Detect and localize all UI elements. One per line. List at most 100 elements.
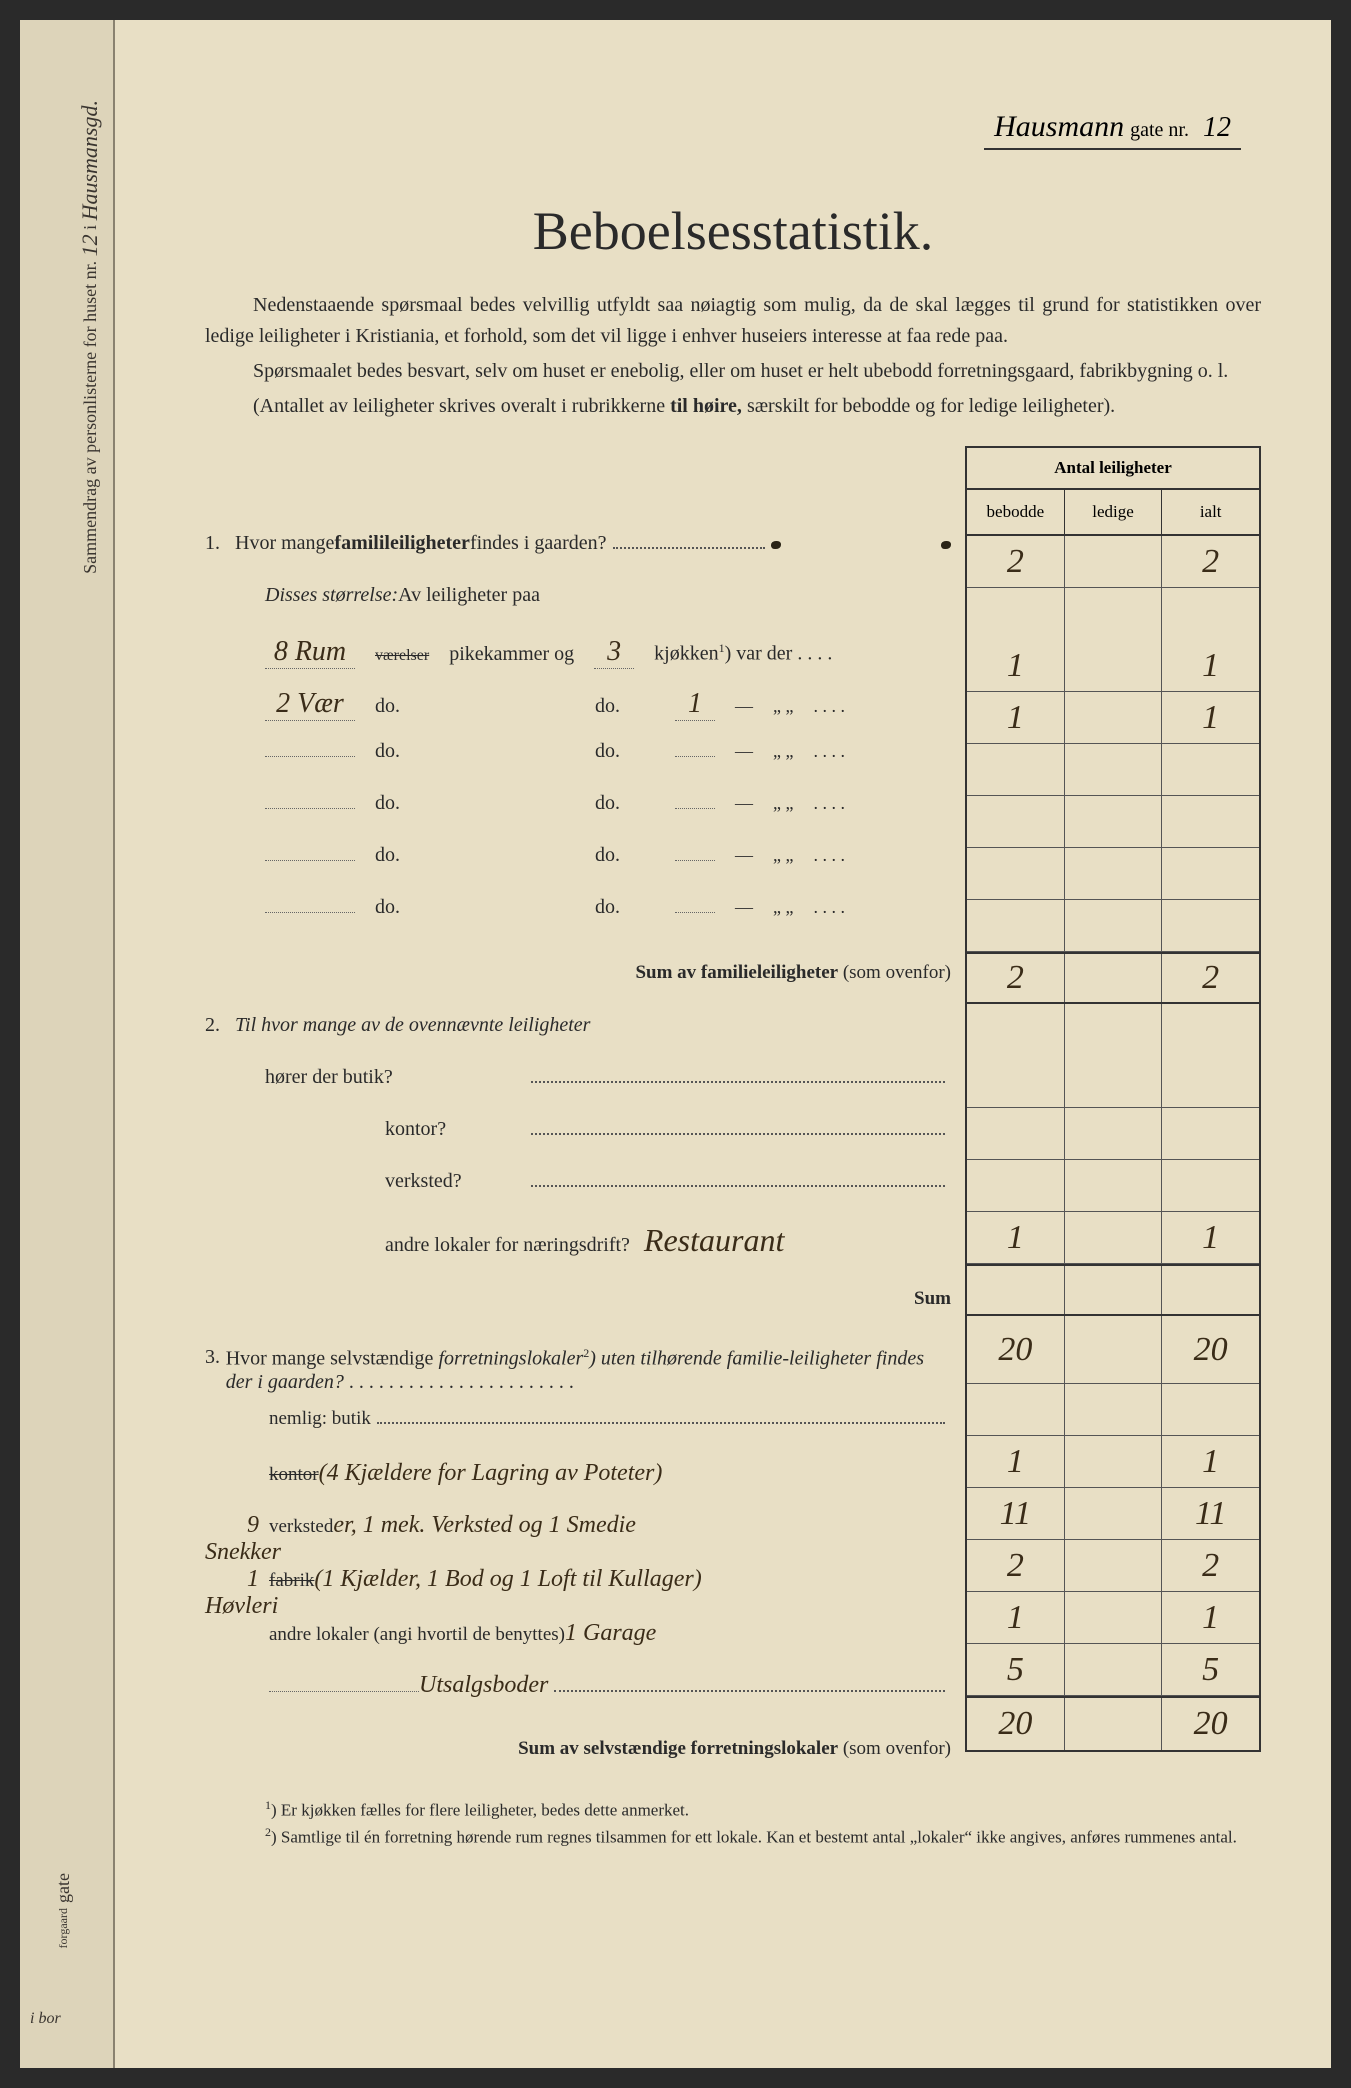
q2-number: 2.: [205, 1014, 235, 1037]
q3-r4-answer: (1 Kjælder, 1 Bod og 1 Loft til Kullager…: [314, 1566, 701, 1593]
footnote-2: 2) Samtlige til én forretning hørende ru…: [265, 1825, 1261, 1848]
q3-r4: 1 Høvlerifabrik(1 Kjælder, 1 Bod og 1 Lo…: [205, 1566, 951, 1620]
q1-sublabel: Disses størrelse:: [265, 584, 398, 607]
main-content: Hausmann gate nr. 12 Beboelsesstatistik.…: [115, 20, 1331, 2068]
spine-forgaard: forgaard: [56, 1908, 71, 1948]
q3-r3-pre: 9 Snekker: [205, 1512, 259, 1566]
q2-line: 2. Til hvor mange av de ovennævnte leili…: [205, 1014, 951, 1066]
table-row: 11: [967, 1436, 1259, 1488]
q3-r1: nemlig: butik: [205, 1408, 951, 1460]
q1-line: 1. Hvor mange familileiligheter findes i…: [205, 532, 951, 584]
table-row: [967, 1108, 1259, 1160]
q2-r4-label: andre lokaler for næringsdrift?: [265, 1234, 630, 1257]
table-rows: 22 11 11 22 11 2020: [967, 536, 1259, 1752]
table-row-sum: 2020: [967, 1696, 1259, 1752]
q3-r3-label: verksted: [269, 1516, 333, 1538]
table-row: [967, 1004, 1259, 1056]
table-row: [967, 848, 1259, 900]
q2-r4-answer: Restaurant: [640, 1222, 788, 1259]
col-ledige: ledige: [1065, 490, 1163, 534]
q2-r3-label: verksted?: [265, 1170, 525, 1193]
footnotes: 1) Er kjøkken fælles for flere leilighet…: [205, 1798, 1261, 1847]
intro-p3: (Antallet av leiligheter skrives overalt…: [205, 391, 1261, 422]
street-name-hand: Hausmann: [994, 110, 1124, 144]
question-1: 1. Hvor mange familileiligheter findes i…: [205, 532, 951, 1002]
q3-line: 3. Hvor mange selvstændige forretningslo…: [205, 1340, 951, 1408]
q3-r6: Utsalgsboder: [205, 1672, 951, 1724]
q1-subtext: Av leiligheter paa: [398, 584, 540, 607]
table-row-sum: [967, 1264, 1259, 1316]
q3-r1-label: nemlig: butik: [269, 1408, 371, 1430]
ink-blot-icon: [771, 541, 781, 549]
table-row: 55: [967, 1644, 1259, 1696]
q3-sum-line: Sum av selvstændige forretningslokaler (…: [205, 1724, 951, 1778]
q2-r2: kontor?: [205, 1118, 951, 1170]
table-row: 11: [967, 1592, 1259, 1644]
q1-text-a: Hvor mange: [235, 532, 334, 555]
form-area: Antal leiligheter bebodde ledige ialt 22…: [205, 446, 1261, 1778]
q3-r3-answer: er, 1 mek. Verksted og 1 Smedie: [333, 1512, 636, 1539]
table-row: [967, 1056, 1259, 1108]
q1-row5: do.do.—„ „. . . .: [205, 844, 951, 896]
q3-sum-b: (som ovenfor): [838, 1738, 951, 1759]
q2-r2-label: kontor?: [265, 1118, 525, 1141]
q3-r2: kontor(4 Kjældere for Lagring av Poteter…: [205, 1460, 951, 1512]
q1-sum-line: Sum av familieleiligheter (som ovenfor): [205, 948, 951, 1002]
results-table: Antal leiligheter bebodde ledige ialt 22…: [965, 446, 1261, 1752]
table-row: [967, 1384, 1259, 1436]
q1-number: 1.: [205, 532, 235, 555]
q1-row1: 8 Rum værelser pikekammer og 3 kjøkken1)…: [205, 636, 951, 688]
q2-r1: hører der butik?: [205, 1066, 951, 1118]
q3-number: 3.: [205, 1346, 226, 1369]
spine-bor: i bor: [30, 2010, 61, 2028]
ink-blot-icon: [941, 541, 951, 549]
spine-house-no: 12: [77, 234, 102, 256]
spine-mid: i: [80, 225, 100, 230]
spine-gate-block: gate forgaard: [50, 1873, 74, 1948]
q3-r2-strike: kontor: [269, 1464, 319, 1486]
page-title: Beboelsesstatistik.: [205, 200, 1261, 262]
q3-r5-answer: 1 Garage: [565, 1620, 656, 1647]
q2-r3: verksted?: [205, 1170, 951, 1222]
table-col-headers: bebodde ledige ialt: [967, 490, 1259, 536]
spine-margin: Sammendrag av personlisterne for huset n…: [20, 20, 115, 2068]
q3-r6-answer: Utsalgsboder: [419, 1672, 548, 1699]
table-row-sum: 22: [967, 952, 1259, 1004]
q1-r1-pike: pikekammer og: [449, 643, 574, 666]
q1-row6: do.do.—„ „. . . .: [205, 896, 951, 948]
table-row: [967, 796, 1259, 848]
spine-text-1: Sammendrag av personlisterne for huset n…: [77, 100, 103, 574]
q2-sum-label: Sum: [914, 1288, 951, 1309]
col-bebodde: bebodde: [967, 490, 1065, 534]
dots: [613, 547, 765, 549]
intro-p2: Spørsmaalet bedes besvart, selv om huset…: [205, 356, 1261, 387]
question-2: 2. Til hvor mange av de ovennævnte leili…: [205, 1014, 951, 1328]
do-label: do.: [595, 695, 655, 718]
table-row: 11: [967, 692, 1259, 744]
table-row: 11: [967, 640, 1259, 692]
q2-sum: Sum: [205, 1274, 951, 1328]
table-row: [967, 588, 1259, 640]
q1-text-c: findes i gaarden?: [470, 532, 607, 555]
q3-r5: andre lokaler (angi hvortil de benyttes)…: [205, 1620, 951, 1672]
q1-r1-kj: 3: [594, 636, 634, 669]
q1-subline: Disses størrelse: Av leiligheter paa: [205, 584, 951, 636]
table-row: 2020: [967, 1316, 1259, 1384]
intro-p3-pre: (Antallet av leiligheter skrives overalt…: [253, 395, 670, 417]
q1-r2-kj: 1: [675, 688, 715, 721]
table-row: [967, 744, 1259, 796]
intro-text: Nedenstaaende spørsmaal bedes velvillig …: [205, 290, 1261, 422]
table-row: [967, 1160, 1259, 1212]
q2-r1-label: hører der butik?: [265, 1066, 525, 1089]
intro-p3-bold: til høire,: [670, 395, 742, 417]
spine-street: Hausmansgd.: [77, 100, 102, 220]
footnote-1: 1) Er kjøkken fælles for flere leilighet…: [265, 1798, 1261, 1821]
col-ialt: ialt: [1162, 490, 1259, 534]
table-row: 11: [967, 1212, 1259, 1264]
q1-sum-a: Sum av familieleiligheter: [635, 962, 838, 983]
q2-r4: andre lokaler for næringsdrift? Restauran…: [205, 1222, 951, 1274]
spine-pre: Sammendrag av personlisterne for huset n…: [80, 261, 100, 574]
gate-nr-value: 12: [1203, 112, 1231, 144]
document-page: Sammendrag av personlisterne for huset n…: [20, 20, 1331, 2068]
table-row: [967, 900, 1259, 952]
